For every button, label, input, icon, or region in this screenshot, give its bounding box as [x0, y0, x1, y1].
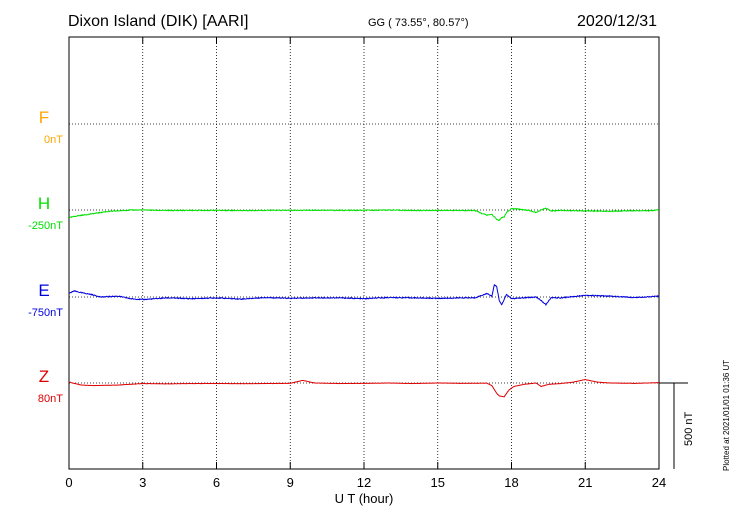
- traces: [68, 207, 660, 398]
- component-labels: F 0nT H -250nT E -750nT Z 80nT: [28, 108, 63, 405]
- station-title: Dixon Island (DIK) [AARI]: [68, 13, 249, 30]
- component-baseline-F: 0nT: [44, 134, 63, 146]
- component-baseline-E: -750nT: [28, 307, 63, 319]
- grid-lines: [142, 37, 586, 469]
- x-tick-label-12: 12: [357, 475, 371, 490]
- x-tick-label-6: 6: [213, 475, 220, 490]
- component-label-Z: Z: [39, 367, 49, 386]
- component-label-F: F: [39, 108, 49, 127]
- trace-Z: [68, 378, 660, 398]
- x-tick-label-3: 3: [139, 475, 146, 490]
- x-axis-ticks: 0 3 6 9 12 15 18 21 24: [65, 37, 666, 490]
- scale-bar-label: 500 nT: [683, 411, 695, 446]
- component-baseline-H: -250nT: [28, 220, 63, 232]
- component-label-E: E: [38, 281, 49, 300]
- x-tick-label-21: 21: [578, 475, 592, 490]
- scale-bar: 500 nT: [659, 382, 695, 469]
- x-tick-label-9: 9: [287, 475, 294, 490]
- x-tick-label-18: 18: [504, 475, 518, 490]
- component-baseline-Z: 80nT: [38, 393, 63, 405]
- x-tick-label-0: 0: [65, 475, 72, 490]
- trace-H: [68, 207, 660, 222]
- geo-coordinates: GG ( 73.55°, 80.57°): [368, 17, 469, 29]
- trace-E: [68, 284, 660, 307]
- date-label: 2020/12/31: [577, 13, 658, 30]
- x-tick-label-24: 24: [652, 475, 666, 490]
- component-label-H: H: [38, 194, 50, 213]
- x-tick-label-15: 15: [431, 475, 445, 490]
- x-axis-title: U T (hour): [335, 491, 394, 506]
